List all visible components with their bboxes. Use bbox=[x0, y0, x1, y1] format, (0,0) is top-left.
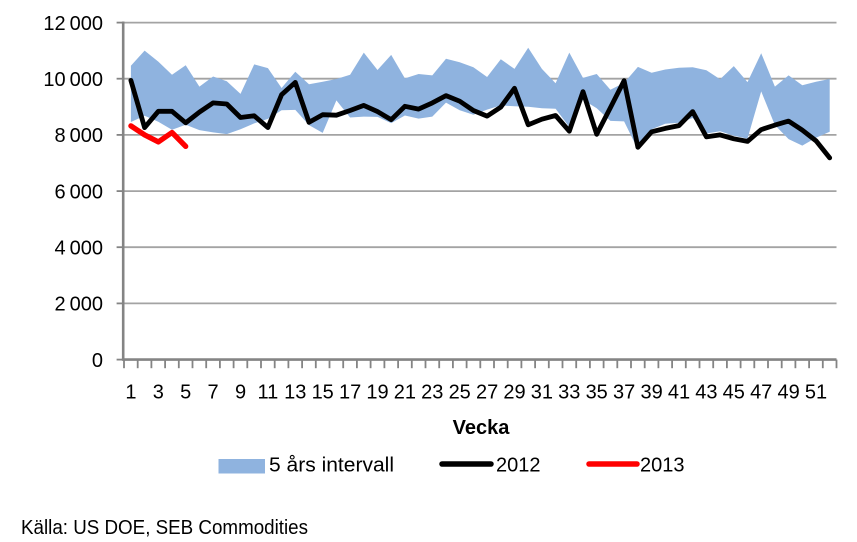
svg-text:4 000: 4 000 bbox=[55, 237, 104, 259]
svg-text:Vecka: Vecka bbox=[453, 417, 511, 439]
svg-text:27: 27 bbox=[476, 382, 498, 404]
svg-text:43: 43 bbox=[695, 382, 717, 404]
svg-text:17: 17 bbox=[339, 382, 361, 404]
svg-text:2 000: 2 000 bbox=[55, 294, 104, 316]
svg-text:5: 5 bbox=[180, 382, 191, 404]
svg-text:9: 9 bbox=[235, 382, 246, 404]
svg-text:45: 45 bbox=[723, 382, 745, 404]
svg-text:23: 23 bbox=[421, 382, 443, 404]
svg-text:2012: 2012 bbox=[496, 455, 541, 477]
svg-text:19: 19 bbox=[366, 382, 388, 404]
svg-text:51: 51 bbox=[805, 382, 827, 404]
svg-text:21: 21 bbox=[394, 382, 416, 404]
svg-text:39: 39 bbox=[640, 382, 662, 404]
svg-text:13: 13 bbox=[284, 382, 306, 404]
svg-text:3: 3 bbox=[153, 382, 164, 404]
svg-text:37: 37 bbox=[613, 382, 635, 404]
svg-text:10 000: 10 000 bbox=[43, 69, 103, 91]
svg-text:47: 47 bbox=[750, 382, 772, 404]
svg-text:25: 25 bbox=[449, 382, 471, 404]
svg-text:5 års intervall: 5 års intervall bbox=[269, 455, 394, 477]
svg-text:0: 0 bbox=[92, 350, 103, 372]
svg-text:11: 11 bbox=[258, 382, 279, 404]
svg-text:15: 15 bbox=[312, 382, 334, 404]
svg-text:12 000: 12 000 bbox=[43, 13, 103, 35]
svg-text:33: 33 bbox=[558, 382, 580, 404]
svg-text:29: 29 bbox=[503, 382, 525, 404]
svg-text:8 000: 8 000 bbox=[55, 125, 104, 147]
svg-text:2013: 2013 bbox=[640, 455, 685, 477]
svg-text:49: 49 bbox=[777, 382, 799, 404]
svg-text:41: 41 bbox=[668, 382, 690, 404]
svg-text:6 000: 6 000 bbox=[55, 181, 104, 203]
svg-text:Källa: US DOE, SEB Commodities: Källa: US DOE, SEB Commodities bbox=[21, 517, 308, 539]
svg-text:35: 35 bbox=[586, 382, 608, 404]
svg-text:1: 1 bbox=[125, 382, 136, 404]
svg-text:7: 7 bbox=[208, 382, 219, 404]
svg-text:31: 31 bbox=[531, 382, 553, 404]
